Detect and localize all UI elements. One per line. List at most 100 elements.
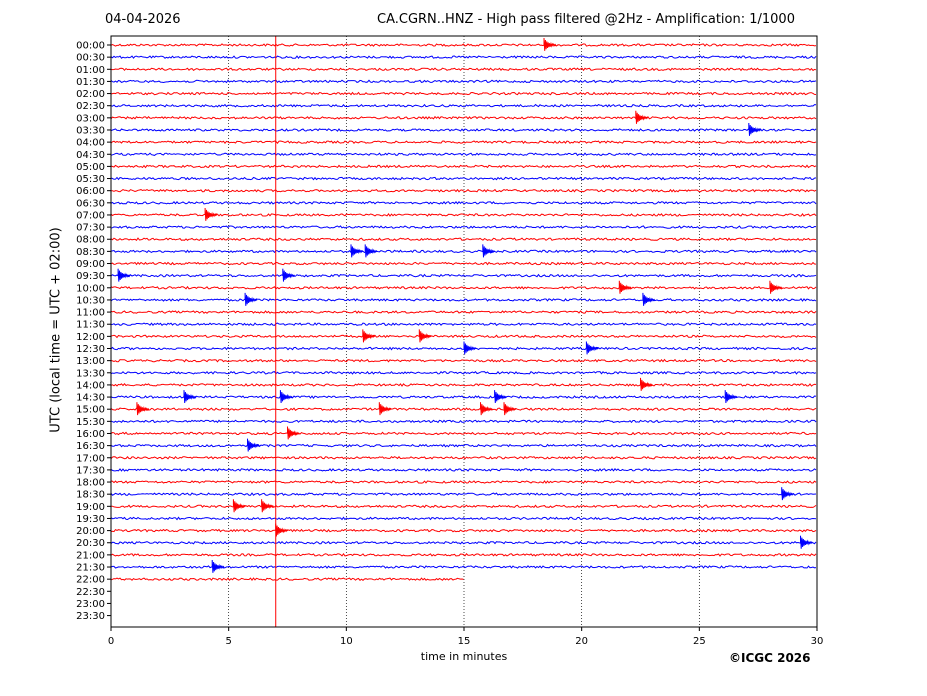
y-tick-label-19:00: 19:00: [76, 502, 105, 513]
y-tick-label-12:30: 12:30: [76, 344, 105, 355]
y-tick-label-11:00: 11:00: [76, 308, 105, 319]
y-tick-label-21:00: 21:00: [76, 550, 105, 561]
y-tick-label-00:30: 00:30: [76, 53, 105, 64]
event-16: [585, 341, 599, 355]
trace-12:30: [110, 346, 817, 351]
trace-11:00: [110, 310, 817, 314]
event-27: [247, 438, 260, 452]
event-21: [724, 390, 738, 404]
trace-04:30: [110, 152, 817, 157]
trace-14:00: [110, 383, 817, 387]
y-tick-label-07:00: 07:00: [76, 210, 105, 221]
y-tick-label-10:00: 10:00: [76, 283, 105, 294]
event-18: [183, 390, 197, 404]
y-tick-label-11:30: 11:30: [76, 320, 105, 331]
trace-15:30: [110, 419, 817, 424]
y-tick-label-20:00: 20:00: [76, 526, 105, 537]
trace-08:30: [110, 249, 817, 254]
event-23: [378, 402, 392, 416]
y-tick-label-17:00: 17:00: [76, 453, 105, 464]
event-5: [364, 244, 378, 258]
trace-13:00: [110, 358, 817, 363]
trace-02:00: [110, 91, 817, 96]
y-tick-label-22:30: 22:30: [76, 587, 105, 598]
event-22: [136, 402, 150, 416]
trace-22:00: [110, 577, 464, 582]
event-15: [463, 341, 477, 355]
event-24: [480, 402, 493, 416]
y-tick-label-14:30: 14:30: [76, 393, 105, 404]
y-tick-label-16:00: 16:00: [76, 429, 105, 440]
x-tick-label-30: 30: [811, 636, 824, 647]
trace-05:30: [110, 176, 817, 181]
y-tick-label-18:30: 18:30: [76, 490, 105, 501]
trace-05:00: [110, 164, 817, 169]
y-tick-label-09:00: 09:00: [76, 259, 105, 270]
event-9: [618, 280, 632, 294]
event-8: [282, 268, 296, 282]
trace-layer: [110, 43, 817, 582]
event-20: [494, 390, 507, 404]
y-tick-label-07:30: 07:30: [76, 223, 105, 234]
trace-16:30: [110, 443, 817, 448]
event-12: [642, 292, 656, 306]
trace-20:30: [110, 540, 817, 545]
y-tick-label-17:30: 17:30: [76, 465, 105, 476]
y-tick-label-13:30: 13:30: [76, 368, 105, 379]
event-32: [800, 535, 813, 549]
chart-title: CA.CGRN..HNZ - High pass filtered @2Hz -…: [377, 12, 795, 27]
trace-08:00: [110, 237, 817, 242]
y-tick-label-10:30: 10:30: [76, 295, 105, 306]
event-6: [482, 244, 496, 258]
event-25: [503, 402, 517, 416]
event-26: [287, 426, 300, 440]
trace-20:00: [110, 528, 817, 533]
event-14: [418, 329, 432, 343]
trace-01:30: [110, 79, 817, 84]
x-tick-label-10: 10: [340, 636, 353, 647]
trace-19:00: [110, 504, 817, 509]
y-tick-label-04:30: 04:30: [76, 150, 105, 161]
trace-09:00: [110, 261, 817, 266]
event-10: [769, 280, 783, 294]
event-7: [117, 268, 131, 282]
y-tick-label-15:00: 15:00: [76, 405, 105, 416]
event-3: [204, 207, 218, 221]
trace-19:30: [110, 516, 817, 521]
trace-07:30: [110, 225, 817, 229]
y-tick-label-12:00: 12:00: [76, 332, 105, 343]
y-tick-label-23:30: 23:30: [76, 611, 105, 622]
trace-07:00: [110, 212, 817, 217]
y-tick-label-23:00: 23:00: [76, 599, 105, 610]
y-tick-label-16:30: 16:30: [76, 441, 105, 452]
event-19: [279, 390, 293, 404]
y-tick-label-08:00: 08:00: [76, 235, 105, 246]
event-17: [640, 377, 653, 391]
trace-18:00: [110, 480, 817, 484]
y-tick-label-05:00: 05:00: [76, 162, 105, 173]
x-axis-label: time in minutes: [420, 650, 508, 663]
trace-03:00: [110, 115, 817, 121]
trace-10:30: [110, 298, 817, 303]
event-13: [362, 329, 376, 343]
trace-12:00: [110, 334, 817, 339]
y-tick-label-15:30: 15:30: [76, 417, 105, 428]
event-1: [635, 110, 649, 124]
y-tick-label-02:30: 02:30: [76, 101, 105, 112]
trace-00:00: [110, 43, 817, 47]
axis-layer: 00:0000:3001:0001:3002:0002:3003:0003:30…: [76, 35, 824, 647]
trace-10:00: [110, 285, 817, 290]
y-tick-label-13:00: 13:00: [76, 356, 105, 367]
grid-layer: [228, 36, 700, 627]
event-2: [748, 122, 762, 136]
trace-17:30: [110, 468, 817, 472]
trace-01:00: [110, 67, 817, 72]
trace-06:30: [110, 200, 817, 205]
event-layer: [117, 36, 813, 627]
copyright-label: ©ICGC 2026: [729, 651, 811, 665]
trace-09:30: [110, 273, 817, 278]
y-tick-label-03:00: 03:00: [76, 113, 105, 124]
y-tick-label-06:30: 06:30: [76, 198, 105, 209]
x-tick-label-5: 5: [225, 636, 231, 647]
